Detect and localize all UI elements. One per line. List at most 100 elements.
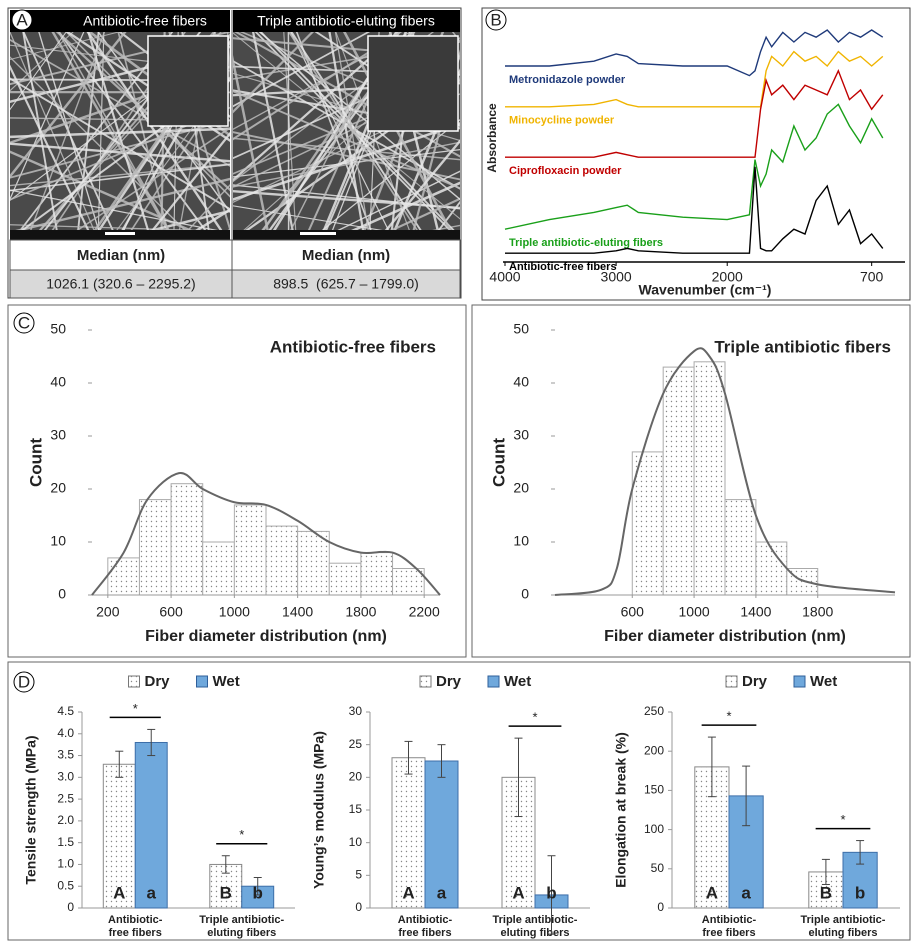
y-tick-label: 40 [50,374,66,390]
x-tick-label: 2000 [712,269,743,285]
y-axis-title: Elongation at break (%) [613,732,629,888]
fiber [61,127,230,240]
x-tick-label: Triple antibiotic- [493,914,578,926]
significance-label: * [239,827,244,842]
y-tick-label: 3.5 [57,748,74,762]
x-tick-label: Triple antibiotic- [199,914,284,926]
y-axis-title: Young’s modulus (MPa) [311,731,327,889]
x-tick-label: 1800 [345,604,376,620]
y-tick-label: 100 [644,822,664,836]
significance-label: * [532,710,537,725]
chart-title: Triple antibiotic fibers [714,337,891,356]
x-tick-label: 1800 [802,604,833,620]
x-tick-label: 600 [621,604,645,620]
y-tick-label: 3.0 [57,770,74,784]
fiber [368,32,380,240]
fiber [233,55,271,240]
panel-label-circle [11,9,33,31]
x-tick-label: Triple antibiotic- [801,914,886,926]
fiber [10,56,196,240]
histogram-bar [693,361,726,596]
fiber [233,32,412,131]
chart-title: Antibiotic-free fibers [270,337,436,356]
y-tick-label: 200 [644,743,664,757]
sem-info-strip [233,230,460,240]
fiber [258,32,460,201]
fiber [65,32,230,142]
panel-d-frame [7,661,911,941]
fiber [76,32,100,240]
x-tick-label: Antibiotic- [702,914,757,926]
fiber [10,32,85,201]
table-row [9,269,461,299]
y-tick-label: 20 [349,770,363,784]
legend-swatch [128,675,140,688]
legend-swatch [196,675,208,688]
spectrum-line [505,50,884,108]
histogram-bar [360,552,394,596]
fiber [10,142,230,163]
bar [134,741,168,909]
fiber [254,32,460,240]
x-tick-label: 1000 [219,604,250,620]
y-axis-title: Tensile strength (MPa) [23,735,39,884]
x-tick-label: eluting fibers [207,927,276,939]
panel-label-circle [485,9,507,31]
histogram-bar [297,530,330,596]
y-tick-label: 10 [349,835,363,849]
series-label: Antibiotic-free fibers [509,261,617,273]
histogram-bar [724,499,757,596]
fiber [10,127,230,139]
fiber [287,32,290,240]
fiber [261,32,416,240]
y-tick-label: 0 [67,900,74,914]
y-tick-label: 40 [513,374,529,390]
panel-c-right-frame [471,304,911,658]
fiber [108,209,230,240]
fiber [22,32,60,240]
panel-label-circle [13,671,35,693]
y-tick-label: 2.0 [57,813,74,827]
fiber [10,32,121,61]
group-letter: B [220,883,232,902]
y-tick-label: 0 [58,586,66,602]
y-tick-label: 4.5 [57,704,74,718]
fiber [233,32,460,220]
group-letter: A [113,883,125,902]
y-axis-title: Absorbance [485,103,499,173]
x-axis-title: Fiber diameter distribution (nm) [145,628,387,645]
x-tick-label: 4000 [489,269,520,285]
table-cell: 898.5 (625.7 – 1799.0) [273,276,419,292]
fiber [118,32,230,119]
fiber [233,32,371,108]
fiber [10,77,230,211]
y-tick-label: 50 [50,321,66,337]
histogram-bar [233,504,267,596]
y-tick-label: 2.5 [57,791,74,805]
fiber [10,32,230,86]
x-tick-label: free fibers [109,927,162,939]
y-tick-label: 10 [513,533,529,549]
fiber [10,44,230,72]
spectrum-line [505,69,884,158]
x-tick-label: eluting fibers [808,927,877,939]
fiber [26,32,106,240]
spectrum-line [505,166,884,254]
legend-swatch [487,675,500,688]
sem-title: Antibiotic-free fibers [83,13,207,29]
y-tick-label: 0 [521,586,529,602]
fiber [233,32,315,114]
sem-inset [367,35,459,132]
fiber [10,106,230,201]
y-tick-label: 10 [50,533,66,549]
y-axis-title: Count [26,438,45,487]
table-header [9,239,461,271]
fiber [10,32,99,240]
fiber [376,139,460,240]
fiber [430,200,460,240]
fiber [10,38,230,167]
x-tick-label: 200 [96,604,120,620]
fiber [176,32,217,240]
fiber [253,32,416,240]
significance-label: * [840,812,845,827]
